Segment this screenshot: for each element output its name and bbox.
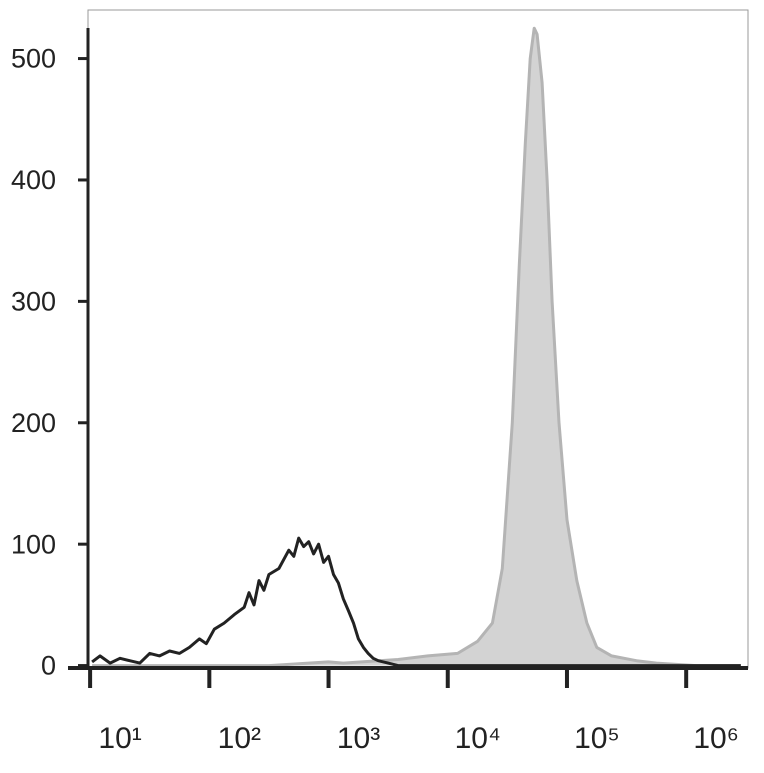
histogram-line xyxy=(92,26,741,668)
x-tick-label: 10⁵ xyxy=(574,722,620,755)
x-tick-label: 10⁴ xyxy=(455,722,501,755)
histogram-line xyxy=(91,536,741,668)
x-tick-label: 10² xyxy=(218,722,261,755)
y-tick-label: 400 xyxy=(11,165,56,195)
x-tick-label: 10¹ xyxy=(98,722,141,755)
x-tick-label: 10⁶ xyxy=(693,722,739,755)
y-tick-label: 100 xyxy=(11,529,56,559)
y-tick-label: 300 xyxy=(11,286,56,316)
y-tick-label: 500 xyxy=(11,44,56,74)
y-tick-label: 200 xyxy=(11,408,56,438)
y-tick-label: 0 xyxy=(41,651,56,681)
plot-frame xyxy=(87,9,749,669)
x-tick-label: 10³ xyxy=(337,722,380,755)
filled-area xyxy=(92,28,741,666)
